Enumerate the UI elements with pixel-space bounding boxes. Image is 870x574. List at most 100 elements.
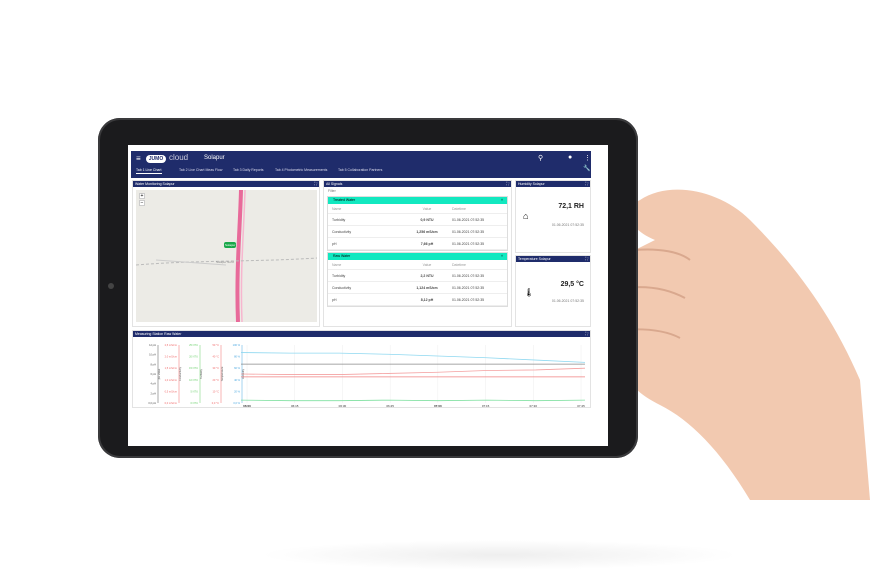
axis-tick-label: 2,0 mS/cm <box>165 355 177 359</box>
x-tick-label: 06:30 <box>339 404 347 407</box>
cell: 01.06.2021 07:52:35 <box>452 297 485 302</box>
axis-tick-label: 1,5 mS/cm <box>165 366 177 370</box>
column-header: Value <box>422 206 432 211</box>
axis-tick-label: 2,5 mS/cm <box>165 343 177 347</box>
group-name: Treated Water <box>333 198 356 202</box>
series-line <box>240 352 586 363</box>
site-name: Solapur <box>204 155 225 161</box>
axis-tick-label: 1,0 mS/cm <box>165 378 177 382</box>
panel-title: Temperature Solapur <box>518 257 551 261</box>
axis-tick-label: 12 pH <box>149 343 156 347</box>
axis-tick-label: 80 % <box>234 355 241 359</box>
x-tick-label: 06:45 <box>386 404 394 407</box>
group-header[interactable]: Treated Water ˄ <box>328 197 507 204</box>
signal-group: Raw Water ˄ Name Value Datetime Turbidity 2,2 … <box>327 252 508 307</box>
cell: Conductivity <box>332 285 352 290</box>
info-icon[interactable]: ● <box>568 154 573 161</box>
line-chart: 12 pH 10 pH 8 pH 6 pH 4 pH 2 pH 0,0 pH pH Value… <box>148 343 586 408</box>
axis-tick-label: 100 % <box>233 343 241 347</box>
table-row[interactable]: Conductivity 1,256 mS/cm 01.06.2021 07:52:… <box>328 226 507 238</box>
expand-icon[interactable]: ⛶ <box>585 181 588 186</box>
cell: 01.06.2021 07:52:35 <box>452 229 485 234</box>
tab-live-chart-meas-flow[interactable]: Tab 2 Live Chart Meas Flow <box>179 168 223 172</box>
cell: pH <box>332 297 337 302</box>
cloud-logo: cloud <box>169 153 189 162</box>
shadow <box>260 540 740 570</box>
tab-photometric[interactable]: Tab 4 Photometric Measurements <box>275 168 328 172</box>
axis-tick-label: 2 pH <box>151 391 157 395</box>
hamburger-icon[interactable]: ≡ <box>136 154 141 163</box>
cell: pH <box>332 241 337 246</box>
cell: 0,9 NTU <box>420 217 434 222</box>
wrench-icon[interactable]: 🔧 <box>583 166 591 172</box>
all-signals-panel: All Signals ⛶ Filter Treated Water ˄ Name Va… <box>323 180 512 327</box>
humidity-time: 01.06.2021 07:52:35 <box>551 223 584 227</box>
cell: 7,66 pH <box>420 241 434 246</box>
axis-tick-label: 20 % <box>234 389 241 393</box>
axis-tick-label: 4 pH <box>151 382 157 386</box>
table-row[interactable]: pH 8,12 pH 01.06.2021 07:52:35 <box>328 294 507 306</box>
tab-collaboration[interactable]: Tab 5 Collaboration Partners <box>338 168 383 172</box>
panel-title: Measuring Station Raw Water <box>135 332 182 336</box>
filter-input[interactable]: Filter <box>328 189 336 193</box>
map-panel: Water Monitoring Solapur ⛶ + − Solapur So… <box>132 180 320 327</box>
axis-tick-label: 20 NTU <box>189 355 198 359</box>
table-row[interactable]: pH 7,66 pH 01.06.2021 07:52:35 <box>328 238 507 250</box>
x-tick-label: 06:15 <box>291 404 299 407</box>
column-header: Datetime <box>452 206 467 211</box>
table-row[interactable]: Turbidity 0,9 NTU 01.06.2021 07:52:35 <box>328 214 507 226</box>
top-navbar: ≡ JUMO cloud Solapur ⚲ ● ⋮ Tab 1 Live Ch… <box>131 151 591 178</box>
axis-tick-label: 0,5 mS/cm <box>165 389 177 393</box>
zoom-in-button[interactable]: + <box>139 193 145 199</box>
expand-icon[interactable]: ⛶ <box>314 181 317 186</box>
group-header[interactable]: Raw Water ˄ <box>328 253 507 260</box>
jumo-logo: JUMO <box>146 155 166 163</box>
tab-daily-reports[interactable]: Tab 3 Daily Reports <box>233 168 264 172</box>
expand-icon[interactable]: ⛶ <box>585 256 588 261</box>
panel-title: Water Monitoring Solapur <box>135 182 175 186</box>
x-tick-label: 06:00 <box>243 404 251 407</box>
temperature-panel: Temperature Solapur ⛶ 🌡 29,5 °C 01.06.202… <box>515 255 591 327</box>
axis-tick-label: 20 °C <box>212 378 219 382</box>
thermometer-icon: 🌡 <box>524 288 535 297</box>
cell: 01.06.2021 07:52:35 <box>452 217 485 222</box>
map-marker[interactable]: Solapur <box>224 242 237 248</box>
expand-icon[interactable]: ⛶ <box>506 181 509 186</box>
axis-tick-label: 0,0 °C <box>212 401 219 405</box>
cell: Turbidity <box>332 273 346 278</box>
collapse-icon[interactable]: ˄ <box>500 198 503 202</box>
panel-title: Humidity Solapur <box>518 182 545 186</box>
map[interactable]: + − Solapur Solapur Nord <box>136 190 317 322</box>
x-tick-label: 07:30 <box>530 404 538 407</box>
zoom-out-button[interactable]: − <box>139 200 145 206</box>
tab-live-chart[interactable]: Tab 1 Live Chart <box>136 168 162 174</box>
axis-tick-label: 10 NTU <box>189 378 198 382</box>
table-row[interactable]: Turbidity 2,2 NTU 01.06.2021 07:52:35 <box>328 270 507 282</box>
hand <box>605 189 870 500</box>
humidity-panel: Humidity Solapur ⛶ ⌂ 72,1 RH 01.06.2021 0… <box>515 180 591 253</box>
axis-title: Conductivity <box>178 366 182 381</box>
axis-tick-label: 25 NTU <box>189 343 198 347</box>
search-icon[interactable]: ⚲ <box>538 155 544 162</box>
axis-tick-label: 40 °C <box>212 355 219 359</box>
axis-tick-label: 60 % <box>234 366 241 370</box>
cell: 01.06.2021 07:52:35 <box>452 241 485 246</box>
axis-tick-label: 10 °C <box>212 389 219 393</box>
axis-tick-label: 50 °C <box>212 343 219 347</box>
screen: ≡ JUMO cloud Solapur ⚲ ● ⋮ Tab 1 Live Ch… <box>128 145 608 446</box>
more-vert-icon[interactable]: ⋮ <box>584 155 591 162</box>
table-row[interactable]: Conductivity 1,124 mS/cm 01.06.2021 07:52:… <box>328 282 507 294</box>
expand-icon[interactable]: ⛶ <box>585 331 588 336</box>
column-header: Value <box>422 262 432 267</box>
cell: 01.06.2021 07:52:35 <box>452 273 485 278</box>
collapse-icon[interactable]: ˄ <box>500 254 503 258</box>
axis-tick-label: 0,0 mS/cm <box>165 401 177 405</box>
axis-title: Temperature <box>220 366 224 381</box>
series-line <box>240 399 586 402</box>
column-header: Datetime <box>452 262 467 267</box>
cell: 1,124 mS/cm <box>416 285 438 290</box>
axis-tick-label: 40 % <box>234 378 241 382</box>
chart-panel: Measuring Station Raw Water ⛶ 12 pH 10 pH 8… <box>132 330 591 408</box>
axis-tick-label: 8 pH <box>151 362 157 366</box>
cell: Turbidity <box>332 217 346 222</box>
